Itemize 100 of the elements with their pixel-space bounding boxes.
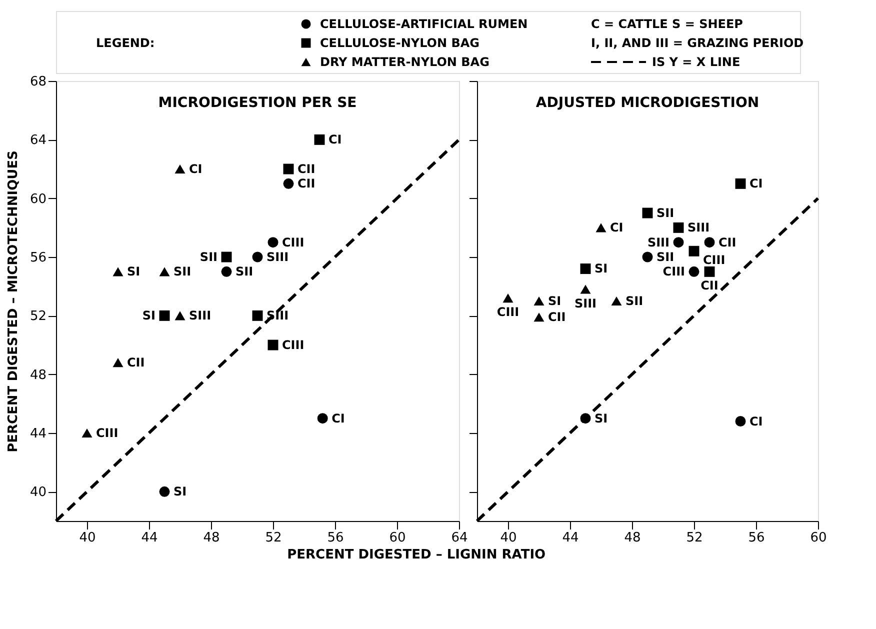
y-tick-label: 44 — [30, 426, 46, 442]
x-tick-label: 60 — [810, 530, 827, 546]
legend-label: DRY MATTER-NYLON BAG — [320, 55, 490, 69]
point — [502, 294, 514, 303]
point — [174, 164, 186, 174]
y-axis-title: PERCENT DIGESTED – MICROTECHNIQUES — [6, 150, 21, 452]
point — [534, 296, 544, 306]
annotation: SII — [200, 250, 218, 264]
point — [112, 358, 124, 368]
annotation: CI — [189, 162, 202, 176]
y-tick-label: 40 — [30, 485, 46, 500]
point — [688, 246, 700, 256]
text: MICRODIGESTION PER SE — [158, 95, 357, 111]
point — [580, 263, 591, 274]
x-tick-label: 48 — [624, 530, 641, 546]
text: LEGEND: — [96, 36, 155, 50]
point — [268, 340, 278, 350]
y-tick-label: 64 — [30, 133, 46, 148]
annotation: CIII — [96, 426, 118, 440]
point — [611, 296, 622, 306]
x-tick-label: 52 — [265, 530, 282, 546]
point — [112, 267, 124, 276]
point — [534, 312, 544, 322]
annotation: SIII — [647, 235, 670, 250]
point — [159, 310, 170, 321]
text: I, II, AND III = GRAZING PERIOD — [591, 36, 804, 50]
point — [735, 416, 746, 426]
legend-label: CELLULOSE-NYLON BAG — [320, 36, 480, 50]
point — [596, 223, 606, 232]
point — [252, 252, 263, 262]
point — [283, 164, 294, 174]
annotation: CIII — [282, 338, 304, 352]
x-tick-label: 40 — [500, 530, 517, 546]
point — [82, 428, 92, 438]
point — [314, 134, 325, 145]
annotation: CI — [328, 132, 342, 147]
point — [252, 310, 263, 321]
annotation: CII — [298, 176, 316, 191]
annotation: CI — [332, 411, 345, 426]
annotation: CII — [127, 356, 145, 370]
point — [268, 237, 278, 248]
point — [642, 252, 653, 262]
annotation: CIII — [662, 264, 685, 279]
annotation: CI — [750, 176, 763, 191]
annotation: SI — [594, 411, 608, 426]
annotation: SIII — [688, 220, 710, 235]
point — [704, 266, 715, 277]
point — [283, 178, 294, 189]
annotation: SI — [174, 484, 187, 499]
text: C = CATTLE S = SHEEP — [591, 17, 744, 31]
annotation: SII — [236, 264, 254, 279]
point — [159, 486, 170, 497]
point — [174, 311, 186, 320]
text: ADJUSTED MICRODIGESTION — [536, 95, 760, 111]
annotation: SI — [127, 264, 140, 279]
point — [580, 284, 591, 294]
x-tick-label: 44 — [141, 530, 158, 546]
annotation: CIII — [282, 235, 304, 250]
point — [221, 266, 232, 277]
point — [704, 237, 715, 248]
point — [317, 413, 328, 424]
annotation: SII — [656, 250, 674, 264]
annotation: CII — [548, 310, 566, 324]
point — [673, 237, 684, 248]
annotation: CII — [298, 162, 316, 176]
legend-label: CELLULOSE-ARTIFICIAL RUMEN — [320, 17, 528, 31]
point — [673, 222, 684, 233]
point — [688, 266, 700, 277]
y-tick-label: 68 — [30, 74, 46, 90]
annotation: CII — [718, 235, 736, 250]
y-tick-label: 60 — [30, 192, 46, 207]
annotation: CI — [750, 414, 763, 428]
point — [642, 208, 653, 218]
point — [735, 178, 746, 189]
x-tick-label: 44 — [562, 530, 579, 546]
x-tick-label: 56 — [748, 530, 765, 546]
x-tick-label: 56 — [327, 530, 344, 546]
annotation: CI — [610, 220, 624, 235]
y-tick-label: 56 — [30, 250, 46, 266]
x-tick-label: 40 — [79, 530, 96, 546]
annotation: SI — [594, 262, 608, 276]
annotation: SIII — [189, 308, 212, 323]
x-tick-label: 52 — [686, 530, 703, 546]
annotation: SII — [656, 206, 674, 220]
x-tick-label: 64 — [451, 530, 468, 546]
annotation: SI — [548, 294, 562, 308]
point — [159, 267, 170, 276]
annotation: CIII — [496, 305, 520, 320]
y-tick-label: 52 — [30, 309, 46, 324]
x-tick-label: 60 — [389, 530, 406, 546]
annotation: CII — [700, 278, 718, 293]
annotation: CIII — [703, 253, 726, 268]
x-tick-label: 48 — [203, 530, 220, 546]
annotation: SII — [174, 264, 192, 279]
annotation: SIII — [574, 296, 597, 310]
annotation: SIII — [266, 250, 289, 264]
annotation: SII — [626, 294, 644, 308]
point — [221, 252, 232, 262]
annotation: SI — [142, 308, 156, 323]
y-tick-label: 48 — [30, 368, 46, 383]
